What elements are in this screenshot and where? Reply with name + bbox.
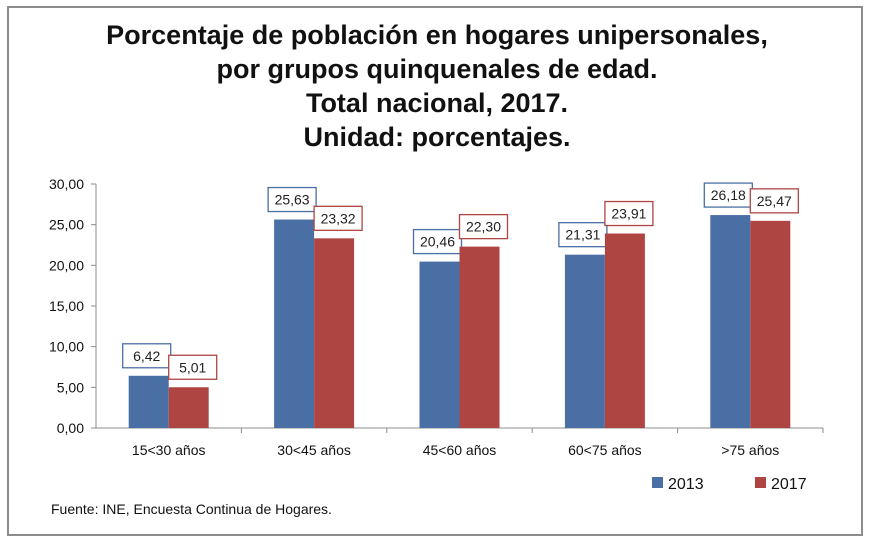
bar-2017 bbox=[750, 220, 791, 428]
data-label: 25,47 bbox=[757, 193, 792, 209]
data-label-box bbox=[122, 343, 172, 369]
data-label-box bbox=[313, 205, 363, 231]
y-tick-label: 5,00 bbox=[57, 379, 84, 395]
data-label: 20,46 bbox=[420, 234, 455, 250]
bar-2013 bbox=[419, 261, 460, 428]
bar-2017 bbox=[168, 387, 209, 428]
legend-swatch-2013 bbox=[652, 477, 663, 488]
data-label-box bbox=[458, 213, 509, 240]
bar-2013 bbox=[710, 215, 751, 428]
data-label: 22,30 bbox=[466, 219, 501, 235]
bar-2013 bbox=[564, 254, 605, 428]
chart-title-line-2: por grupos quinquenales de edad. bbox=[216, 54, 658, 84]
data-label: 21,31 bbox=[565, 227, 600, 243]
data-label-box bbox=[703, 182, 753, 208]
data-label-box bbox=[267, 186, 317, 213]
chart-title: Porcentaje de población en hogares unipe… bbox=[0, 18, 874, 154]
bar-2013 bbox=[128, 375, 169, 428]
chart-title-line-1: Porcentaje de población en hogares unipe… bbox=[106, 20, 768, 50]
data-label: 25,63 bbox=[275, 192, 310, 208]
data-label-box bbox=[604, 200, 654, 227]
y-tick-label: 0,00 bbox=[57, 420, 84, 436]
data-label-box bbox=[558, 222, 608, 248]
x-tick-label: >75 años bbox=[721, 442, 779, 458]
data-label: 6,42 bbox=[133, 348, 160, 364]
data-label: 23,91 bbox=[611, 206, 646, 222]
data-label: 5,01 bbox=[179, 359, 206, 375]
data-label-box bbox=[749, 188, 799, 214]
legend-label-2013: 2013 bbox=[668, 476, 704, 493]
x-tick-label: 60<75 años bbox=[568, 442, 642, 458]
bar-2013 bbox=[274, 219, 315, 428]
chart-title-line-4: Unidad: porcentajes. bbox=[303, 122, 571, 152]
y-tick-label: 15,00 bbox=[49, 298, 84, 314]
legend-label-2017: 2017 bbox=[771, 476, 807, 493]
chart-title-line-3: Total nacional, 2017. bbox=[305, 88, 569, 118]
data-label-box bbox=[168, 354, 218, 380]
legend-swatch-2017 bbox=[755, 477, 766, 488]
data-label: 23,32 bbox=[321, 210, 356, 226]
y-tick-label: 10,00 bbox=[49, 339, 84, 355]
x-tick-label: 30<45 años bbox=[277, 442, 351, 458]
y-tick-label: 20,00 bbox=[49, 257, 84, 273]
y-tick-label: 30,00 bbox=[49, 176, 84, 192]
x-tick-label: 45<60 años bbox=[423, 442, 497, 458]
source-note: Fuente: INE, Encuesta Continua de Hogare… bbox=[51, 501, 332, 517]
data-label-box bbox=[412, 228, 463, 255]
bar-2017 bbox=[459, 246, 500, 428]
bar-2017 bbox=[604, 233, 645, 428]
bar-2017 bbox=[314, 238, 355, 428]
y-tick-label: 25,00 bbox=[49, 217, 84, 233]
data-label: 26,18 bbox=[711, 187, 746, 203]
x-tick-label: 15<30 años bbox=[132, 442, 206, 458]
